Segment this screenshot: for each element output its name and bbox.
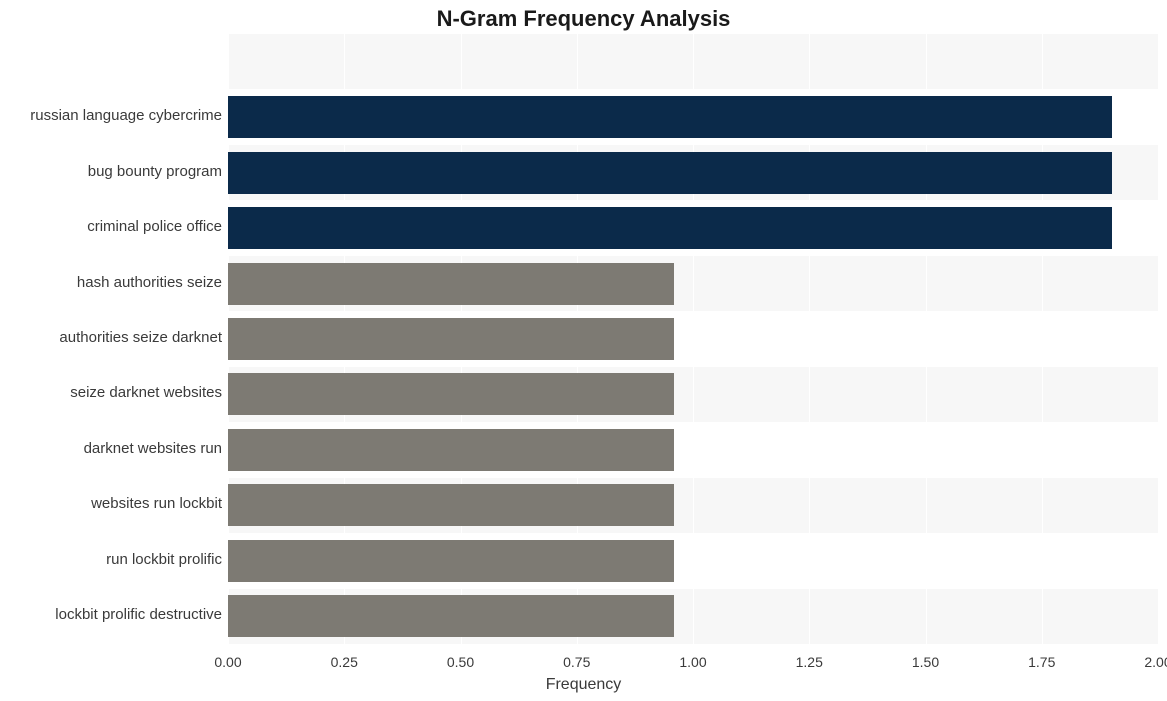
- y-tick-label: seize darknet websites: [70, 384, 222, 401]
- x-tick-label: 0.50: [447, 654, 474, 670]
- ngram-bar-chart: N-Gram Frequency Analysis Frequency 0.00…: [0, 0, 1167, 701]
- y-tick-label: run lockbit prolific: [106, 551, 222, 568]
- plot-area: [228, 34, 1158, 644]
- x-tick-label: 1.50: [912, 654, 939, 670]
- bar: [228, 484, 674, 526]
- bar: [228, 373, 674, 415]
- y-tick-label: lockbit prolific destructive: [55, 606, 222, 623]
- chart-title: N-Gram Frequency Analysis: [0, 6, 1167, 32]
- y-tick-label: darknet websites run: [84, 440, 222, 457]
- y-tick-label: bug bounty program: [88, 163, 222, 180]
- y-tick-label: authorities seize darknet: [59, 329, 222, 346]
- bar: [228, 318, 674, 360]
- x-tick-label: 2.00: [1144, 654, 1167, 670]
- bar: [228, 207, 1112, 249]
- x-gridline: [1158, 34, 1159, 644]
- bar: [228, 263, 674, 305]
- x-tick-label: 1.75: [1028, 654, 1055, 670]
- bar: [228, 540, 674, 582]
- x-tick-label: 1.00: [679, 654, 706, 670]
- x-tick-label: 0.00: [214, 654, 241, 670]
- y-tick-label: criminal police office: [87, 218, 222, 235]
- x-tick-label: 0.75: [563, 654, 590, 670]
- y-tick-label: russian language cybercrime: [30, 107, 222, 124]
- bar: [228, 152, 1112, 194]
- x-tick-label: 1.25: [796, 654, 823, 670]
- y-tick-label: hash authorities seize: [77, 274, 222, 291]
- bar: [228, 429, 674, 471]
- y-tick-label: websites run lockbit: [91, 495, 222, 512]
- x-tick-label: 0.25: [331, 654, 358, 670]
- bar: [228, 96, 1112, 138]
- x-axis-label: Frequency: [0, 676, 1167, 694]
- bar: [228, 595, 674, 637]
